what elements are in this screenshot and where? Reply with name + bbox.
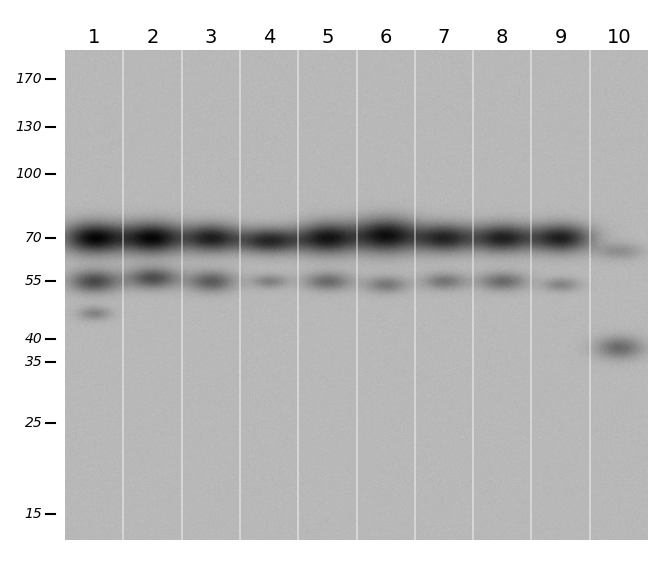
Text: 9: 9 xyxy=(554,28,567,47)
Text: 25: 25 xyxy=(25,416,42,430)
Text: 170: 170 xyxy=(16,72,42,86)
Text: 6: 6 xyxy=(380,28,392,47)
Text: 2: 2 xyxy=(146,28,159,47)
Text: 3: 3 xyxy=(205,28,217,47)
Text: 15: 15 xyxy=(25,507,42,521)
Text: 8: 8 xyxy=(496,28,508,47)
Text: 4: 4 xyxy=(263,28,275,47)
Text: 55: 55 xyxy=(25,274,42,289)
Text: 10: 10 xyxy=(606,28,631,47)
Text: 35: 35 xyxy=(25,356,42,370)
Text: 100: 100 xyxy=(16,167,42,181)
Text: 130: 130 xyxy=(16,120,42,134)
Text: 1: 1 xyxy=(88,28,100,47)
Text: 5: 5 xyxy=(321,28,333,47)
Text: 70: 70 xyxy=(25,231,42,245)
Text: 7: 7 xyxy=(437,28,450,47)
Text: 40: 40 xyxy=(25,332,42,345)
